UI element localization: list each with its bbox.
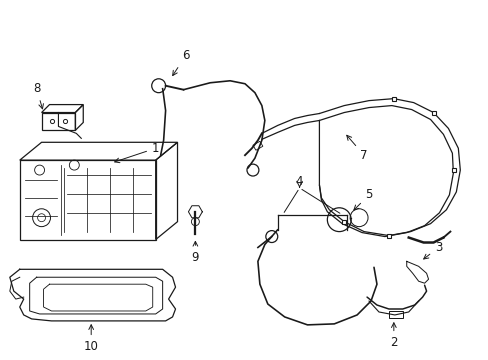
Text: 10: 10 — [83, 325, 99, 353]
Text: 3: 3 — [423, 241, 441, 259]
Text: 5: 5 — [353, 188, 372, 210]
Text: 6: 6 — [172, 49, 189, 76]
Text: 7: 7 — [346, 135, 367, 162]
Text: 9: 9 — [191, 242, 199, 264]
Text: 2: 2 — [389, 323, 397, 349]
Text: 8: 8 — [33, 82, 43, 109]
Text: 4: 4 — [295, 175, 303, 189]
Text: 1: 1 — [115, 142, 159, 163]
